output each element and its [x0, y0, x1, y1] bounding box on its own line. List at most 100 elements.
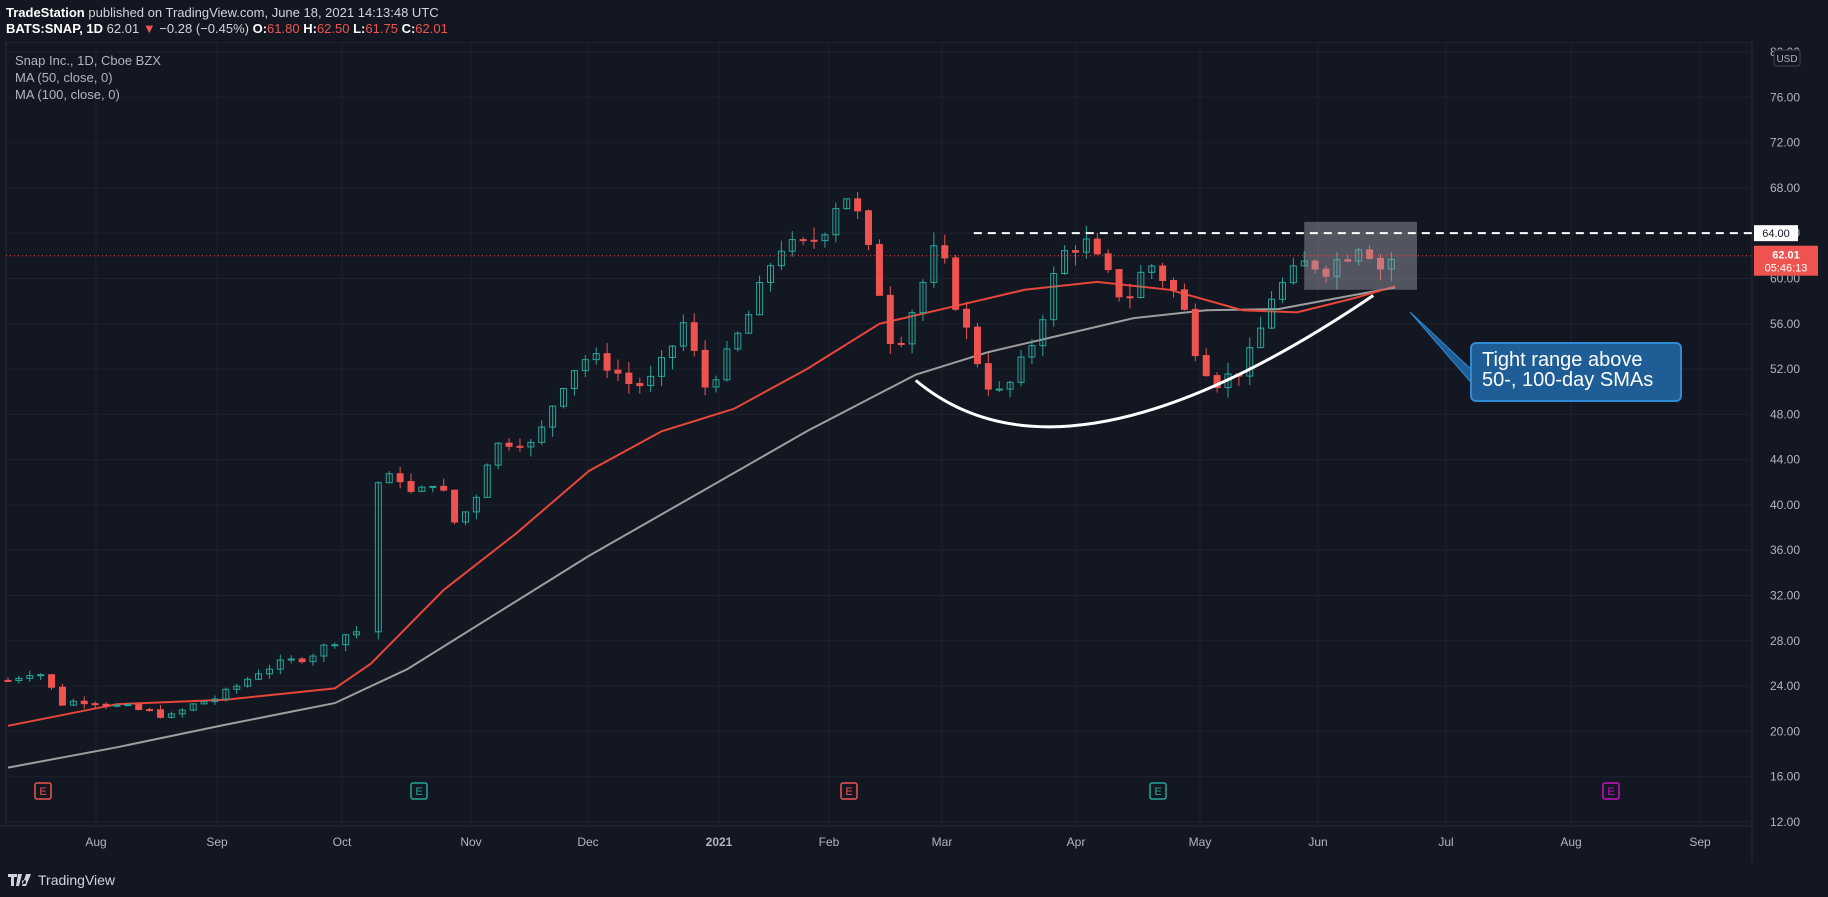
candle-body — [331, 644, 339, 647]
candle — [516, 438, 524, 452]
symbol-info: BATS:SNAP, 1D 62.01 ▼ −0.28 (−0.45%) O:6… — [6, 20, 448, 37]
candle — [407, 473, 415, 494]
candle — [919, 279, 927, 322]
candle — [647, 365, 655, 392]
candle-body — [865, 210, 873, 246]
candle — [48, 674, 56, 690]
candle-body — [560, 388, 568, 407]
candle — [1311, 259, 1319, 274]
candle-body — [80, 700, 88, 705]
candle-body — [505, 442, 513, 447]
currency-badge — [1773, 49, 1801, 67]
candle — [1126, 283, 1134, 309]
candle-body — [309, 655, 317, 663]
legend-title[interactable]: Snap Inc., 1D, Cboe BZX — [15, 53, 161, 68]
candle-body — [668, 345, 676, 359]
candle-body — [1322, 268, 1330, 277]
candle — [440, 478, 448, 492]
candle-body — [854, 198, 862, 212]
candle-body — [167, 713, 175, 718]
candle-body — [1061, 250, 1069, 275]
price-change: −0.28 (−0.45%) — [159, 21, 249, 36]
ma100-line — [7, 286, 1396, 769]
price-chart[interactable]: 80.0076.0072.0068.0064.0060.0056.0052.00… — [0, 42, 1828, 862]
candle — [451, 489, 459, 525]
candle — [614, 359, 622, 382]
candle — [592, 347, 600, 365]
candle-body — [1376, 257, 1384, 270]
candle — [1278, 277, 1286, 304]
candle-body — [1202, 355, 1210, 377]
candle-body — [135, 704, 143, 711]
candle — [418, 485, 426, 492]
low-value: 61.75 — [365, 21, 398, 36]
footer-brand[interactable]: TradingView — [38, 871, 116, 888]
candle — [963, 301, 971, 340]
candle — [222, 687, 230, 702]
candle-body — [930, 245, 938, 283]
candle — [897, 336, 905, 348]
candle — [113, 703, 121, 708]
candle-body — [69, 700, 77, 706]
candle — [745, 310, 753, 334]
legend-ma50[interactable]: MA (50, close, 0) — [15, 70, 113, 85]
candle-body — [810, 239, 818, 242]
candle-body — [527, 441, 535, 448]
time-tick-label: Apr — [1067, 835, 1086, 849]
cup-curve — [914, 294, 1375, 429]
tradingview-logo-icon[interactable] — [8, 872, 32, 888]
candle-body — [418, 486, 426, 492]
candle-body — [483, 464, 491, 498]
earnings-marker-label: E — [39, 786, 46, 798]
candle-body — [26, 675, 34, 679]
candle-body — [799, 239, 807, 242]
earnings-marker — [840, 782, 858, 800]
candle-body — [1344, 259, 1352, 262]
candle-body — [1115, 269, 1123, 298]
candle-body — [1278, 282, 1286, 300]
legend-ma100[interactable]: MA (100, close, 0) — [15, 87, 120, 102]
candle — [1006, 380, 1014, 398]
candle — [189, 703, 197, 712]
candle-body — [211, 698, 219, 703]
publisher-name[interactable]: TradeStation — [6, 5, 85, 20]
candle-body — [701, 349, 709, 388]
candle-body — [1246, 347, 1254, 377]
candle — [527, 438, 535, 457]
consolidation-box — [1304, 221, 1417, 290]
candle — [941, 234, 949, 264]
candle-body — [1257, 327, 1265, 349]
candle — [4, 677, 12, 682]
price-tick-label: 24.00 — [1770, 679, 1800, 693]
candle — [930, 232, 938, 288]
candle — [287, 655, 295, 664]
candle-body — [1355, 249, 1363, 262]
candle — [581, 355, 589, 378]
price-tick-label: 52.00 — [1770, 362, 1800, 376]
candle — [766, 263, 774, 292]
candle — [603, 343, 611, 379]
candle-body — [1191, 308, 1199, 357]
candle-body — [1268, 298, 1276, 329]
candle-body — [973, 326, 981, 365]
candle-body — [146, 709, 154, 712]
symbol-label[interactable]: BATS:SNAP, 1D — [6, 21, 104, 36]
earnings-marker — [34, 782, 52, 800]
candle-body — [919, 281, 927, 314]
candle — [832, 202, 840, 243]
candle-body — [353, 631, 361, 636]
candle-body — [636, 383, 644, 387]
candle-body — [1104, 253, 1112, 271]
candle — [15, 675, 23, 684]
candle — [472, 494, 480, 520]
earnings-marker-label: E — [1154, 786, 1161, 798]
candle-body — [1082, 238, 1090, 253]
candle-body — [429, 485, 437, 488]
candle — [549, 405, 557, 437]
time-tick-label: Sep — [1689, 835, 1711, 849]
plot-frame — [5, 42, 1753, 827]
price-tick-label: 28.00 — [1770, 634, 1800, 648]
candle — [701, 340, 709, 396]
candle-body — [1039, 319, 1047, 347]
price-tick-label: 40.00 — [1770, 498, 1800, 512]
